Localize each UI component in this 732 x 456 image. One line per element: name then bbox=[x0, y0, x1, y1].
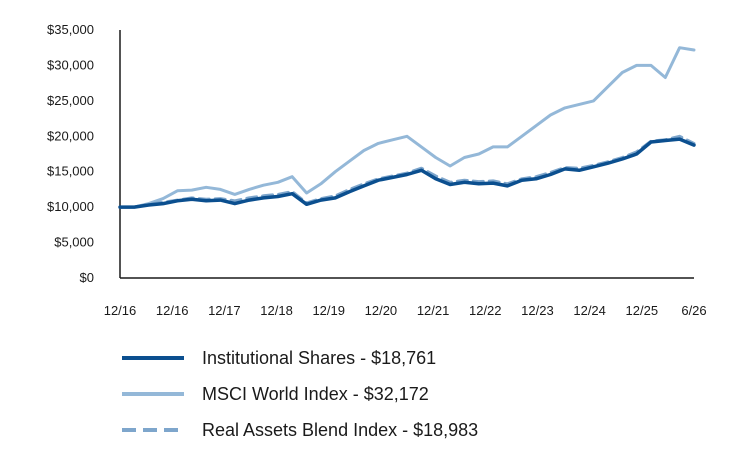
series-lines bbox=[118, 46, 696, 209]
x-tick-label: 12/16 bbox=[156, 303, 189, 318]
legend-swatch-msci-world-index bbox=[122, 392, 184, 396]
x-tick-label: 6/26 bbox=[681, 303, 706, 318]
legend-swatch-real-assets-blend-index bbox=[122, 428, 184, 432]
y-axis: $0 $5,000 $10,000 $15,000 $20,000 $25,000 $30,… bbox=[47, 22, 121, 285]
x-tick-label: 12/20 bbox=[365, 303, 398, 318]
y-tick-label: $20,000 bbox=[47, 128, 94, 143]
x-tick-label: 12/19 bbox=[312, 303, 345, 318]
legend-label-msci-world-index: MSCI World Index - $32,172 bbox=[202, 383, 429, 404]
legend-item-msci-world-index: MSCI World Index - $32,172 bbox=[122, 376, 478, 412]
legend-item-real-assets-blend-index: Real Assets Blend Index - $18,983 bbox=[122, 412, 478, 448]
y-tick-label: $35,000 bbox=[47, 22, 94, 37]
x-tick-label: 12/21 bbox=[417, 303, 450, 318]
legend-label-institutional-shares: Institutional Shares - $18,761 bbox=[202, 347, 437, 368]
legend: Institutional Shares - $18,761 MSCI Worl… bbox=[122, 340, 478, 448]
x-tick-label: 12/18 bbox=[260, 303, 293, 318]
legend-label-real-assets-blend-index: Real Assets Blend Index - $18,983 bbox=[202, 419, 479, 440]
legend-item-institutional-shares: Institutional Shares - $18,761 bbox=[122, 340, 478, 376]
x-tick-label: 12/16 bbox=[104, 303, 137, 318]
y-tick-label: $30,000 bbox=[47, 57, 94, 72]
x-tick-label: 12/22 bbox=[469, 303, 502, 318]
line-chart: $0 $5,000 $10,000 $15,000 $20,000 $25,000 $30,… bbox=[47, 22, 707, 318]
series-line bbox=[118, 46, 696, 209]
x-tick-label: 12/17 bbox=[208, 303, 241, 318]
legend-swatch-institutional-shares bbox=[122, 356, 184, 360]
x-tick-label: 12/25 bbox=[626, 303, 659, 318]
y-tick-label: $15,000 bbox=[47, 164, 94, 179]
x-tick-label: 12/24 bbox=[573, 303, 606, 318]
series-line bbox=[118, 137, 696, 209]
series-line bbox=[118, 134, 696, 209]
y-tick-label: $0 bbox=[80, 270, 94, 285]
x-tick-label: 12/23 bbox=[521, 303, 554, 318]
y-tick-label: $10,000 bbox=[47, 199, 94, 214]
y-tick-label: $25,000 bbox=[47, 93, 94, 108]
x-axis: 12/16 12/16 12/17 12/18 12/19 12/20 12/21 12/22… bbox=[104, 277, 707, 318]
y-tick-label: $5,000 bbox=[54, 235, 94, 250]
